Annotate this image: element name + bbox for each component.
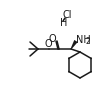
Text: O: O xyxy=(44,39,52,49)
Text: O: O xyxy=(48,34,56,44)
Text: NH: NH xyxy=(76,35,91,45)
Text: H: H xyxy=(60,18,67,28)
Text: 2: 2 xyxy=(85,37,90,46)
Text: Cl: Cl xyxy=(62,10,71,20)
Polygon shape xyxy=(71,40,78,49)
